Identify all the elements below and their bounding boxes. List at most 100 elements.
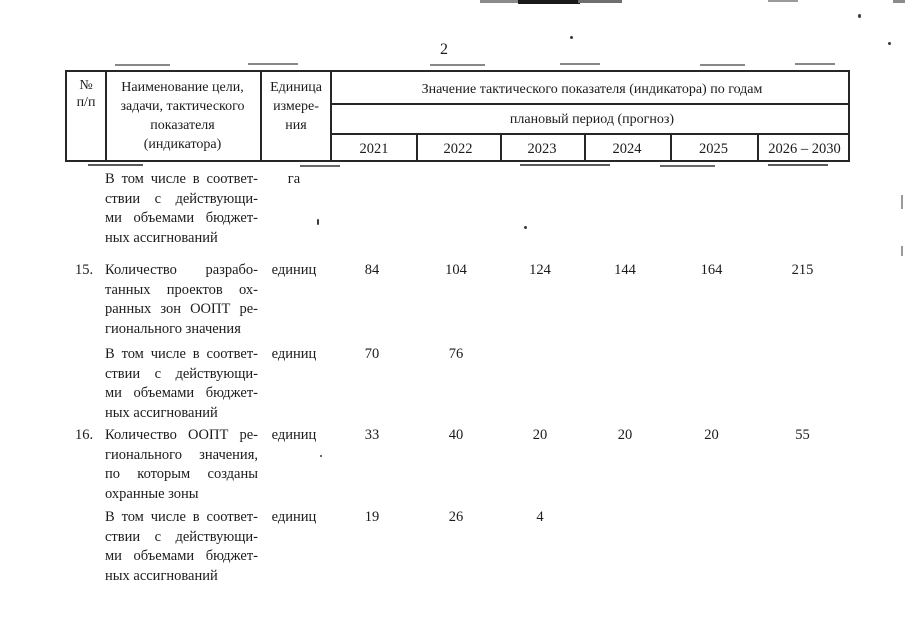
row-name: Количество разрабо- танных проектов ох- … (105, 261, 258, 339)
table-grid-line (330, 72, 332, 160)
value-cell: 124 (529, 262, 551, 278)
row-name-line: ми объемами бюджет- (105, 385, 258, 401)
value-cell: 104 (445, 262, 467, 278)
value-cell: 20 (704, 427, 719, 443)
row-number: 16. (74, 427, 94, 443)
scan-artifact (115, 64, 170, 66)
header-text-line: Наименование цели, (121, 80, 244, 95)
value-cell: 215 (791, 262, 814, 278)
table-row: 15. Количество разрабо- танных проектов … (0, 261, 905, 343)
value-cell: 20 (532, 427, 548, 443)
header-year-2023: 2023 (527, 141, 557, 157)
value-cell: 19 (364, 509, 380, 525)
table-row: В том числе в соответ- ствии с действующ… (0, 508, 905, 590)
header-years-group-title: Значение тактического показателя (индика… (421, 82, 763, 97)
scan-artifact (248, 63, 298, 65)
table-grid-line (500, 135, 502, 160)
row-name-line: Количество разрабо- (105, 262, 258, 278)
value-cell: 55 (795, 427, 810, 443)
header-year-2025: 2025 (699, 141, 728, 157)
row-name-line: гионального значения (105, 320, 241, 337)
scan-artifact (768, 0, 798, 2)
table-grid-line (105, 72, 107, 160)
scan-artifact (518, 0, 580, 4)
scan-artifact (901, 195, 903, 209)
row-name-line: ранных зон ООПТ ре- (105, 301, 258, 317)
header-cell-indicator-name: Наименование цели, задачи, тактического … (107, 78, 258, 154)
row-name-line: ствии с действующи- (105, 528, 258, 545)
scan-artifact (560, 63, 600, 65)
header-text-line: (индикатора) (143, 137, 222, 152)
header-cell-unit: Единица измере- ния (262, 78, 330, 135)
header-text-line: ния (285, 118, 307, 133)
row-name-line: ствии с действующи- (105, 190, 258, 207)
scan-artifact (317, 219, 319, 225)
row-name-line: гионального значения, (105, 446, 258, 463)
scan-artifact (795, 63, 835, 65)
scan-artifact (578, 0, 622, 3)
header-text-line: измере- (273, 99, 319, 114)
scan-artifact (520, 164, 610, 166)
scan-artifact (901, 246, 903, 256)
row-name-line: ных ассигнований (105, 229, 218, 246)
header-text-line: показателя (150, 118, 215, 133)
scan-artifact (430, 64, 485, 66)
scan-artifact (660, 165, 715, 167)
table-grid-line (330, 133, 848, 135)
value-cell: 84 (364, 262, 380, 278)
row-name: В том числе в соответ- ствии с действующ… (105, 508, 258, 586)
row-name-line: ми объемами бюджет- (105, 210, 258, 226)
row-unit: га (287, 171, 301, 187)
header-cell-row-number: № п/п (67, 77, 105, 111)
table-row: В том числе в соответ- ствии с действующ… (0, 345, 905, 427)
row-name-line: ных ассигнований (105, 567, 218, 584)
header-text-line: задачи, тактического (120, 99, 245, 114)
header-text-line: п/п (76, 95, 96, 110)
table-grid-line (330, 103, 848, 105)
table-row: 16. Количество ООПТ ре- гионального знач… (0, 426, 905, 508)
table-grid-line (416, 135, 418, 160)
row-name-line: В том числе в соответ- (105, 346, 258, 362)
header-year-2024: 2024 (612, 141, 642, 157)
header-year-2026-2030: 2026 – 2030 (768, 141, 841, 157)
row-name: Количество ООПТ ре- гионального значения… (105, 426, 258, 504)
scan-artifact (888, 42, 891, 45)
row-name: В том числе в соответ- ствии с действующ… (105, 345, 258, 423)
value-cell: 4 (536, 509, 544, 525)
row-name-line: В том числе в соответ- (105, 171, 258, 187)
header-text-line: Единица (270, 80, 322, 95)
row-name-line: танных проектов ох- (105, 281, 258, 298)
value-cell: 70 (364, 346, 380, 362)
value-cell: 26 (448, 509, 464, 525)
row-name-line: ми объемами бюджет- (105, 548, 258, 564)
table-grid-line (670, 135, 672, 160)
value-cell: 40 (448, 427, 464, 443)
value-cell: 164 (700, 262, 723, 278)
row-unit: единиц (271, 427, 317, 443)
scan-artifact (768, 164, 828, 166)
row-number: 15. (74, 262, 94, 278)
header-years-subgroup-title: плановый период (прогноз) (509, 112, 675, 127)
scan-artifact (88, 164, 143, 166)
scan-artifact (300, 165, 340, 167)
row-name-line: ствии с действующи- (105, 365, 258, 382)
table-grid-line (584, 135, 586, 160)
table-grid-line (260, 72, 262, 160)
row-name-line: по которым созданы (105, 466, 258, 482)
row-name-line: ных ассигнований (105, 404, 218, 421)
scan-artifact (524, 226, 527, 229)
value-cell: 144 (614, 262, 636, 278)
row-unit: единиц (271, 509, 317, 525)
scan-artifact (893, 0, 905, 3)
scan-artifact (700, 64, 745, 66)
value-cell: 20 (617, 427, 633, 443)
table-header: № п/п Наименование цели, задачи, тактиче… (65, 70, 850, 162)
value-cell: 76 (448, 346, 464, 362)
row-name-line: В том числе в соответ- (105, 509, 258, 525)
row-unit: единиц (271, 346, 317, 362)
row-unit: единиц (271, 262, 317, 278)
scan-artifact (320, 455, 322, 457)
row-name-line: охранные зоны (105, 485, 199, 502)
scan-artifact (480, 0, 520, 3)
